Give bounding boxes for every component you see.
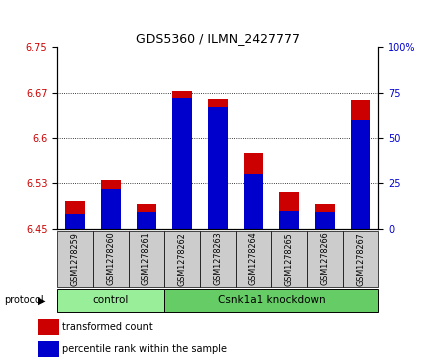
Bar [208, 99, 227, 229]
Text: GSM1278265: GSM1278265 [285, 232, 293, 286]
Bar [200, 231, 236, 287]
Bar [164, 289, 378, 312]
Text: transformed count: transformed count [62, 322, 152, 332]
Bar [136, 212, 156, 229]
Text: percentile rank within the sample: percentile rank within the sample [62, 344, 227, 354]
Text: protocol: protocol [4, 295, 44, 305]
Bar [244, 174, 263, 229]
Bar [128, 231, 164, 287]
Bar [57, 231, 93, 287]
Text: GSM1278266: GSM1278266 [320, 232, 330, 285]
Bar [343, 231, 378, 287]
Text: GSM1278267: GSM1278267 [356, 232, 365, 286]
Text: GSM1278262: GSM1278262 [178, 232, 187, 286]
Bar [315, 204, 335, 229]
Bar [172, 91, 192, 229]
Text: GSM1278263: GSM1278263 [213, 232, 222, 285]
Bar [136, 204, 156, 229]
Text: GSM1278261: GSM1278261 [142, 232, 151, 285]
Bar [101, 180, 121, 229]
Bar [279, 211, 299, 229]
Bar [57, 289, 164, 312]
Bar [351, 120, 370, 229]
Bar [101, 189, 121, 229]
Bar [65, 201, 85, 229]
Text: GSM1278260: GSM1278260 [106, 232, 115, 285]
Bar [93, 231, 128, 287]
Bar [164, 231, 200, 287]
Bar [65, 214, 85, 229]
Title: GDS5360 / ILMN_2427777: GDS5360 / ILMN_2427777 [136, 32, 300, 45]
Bar [208, 107, 227, 229]
Bar [172, 98, 192, 229]
Text: control: control [92, 295, 129, 305]
Bar [236, 231, 271, 287]
Text: GSM1278264: GSM1278264 [249, 232, 258, 285]
Bar [351, 100, 370, 229]
Text: GSM1278259: GSM1278259 [70, 232, 80, 286]
Bar [315, 212, 335, 229]
Bar [279, 192, 299, 229]
Bar [38, 319, 59, 335]
Bar [38, 340, 59, 357]
Bar [307, 231, 343, 287]
Text: ▶: ▶ [38, 295, 46, 305]
Text: Csnk1a1 knockdown: Csnk1a1 knockdown [217, 295, 325, 305]
Bar [271, 231, 307, 287]
Bar [244, 153, 263, 229]
